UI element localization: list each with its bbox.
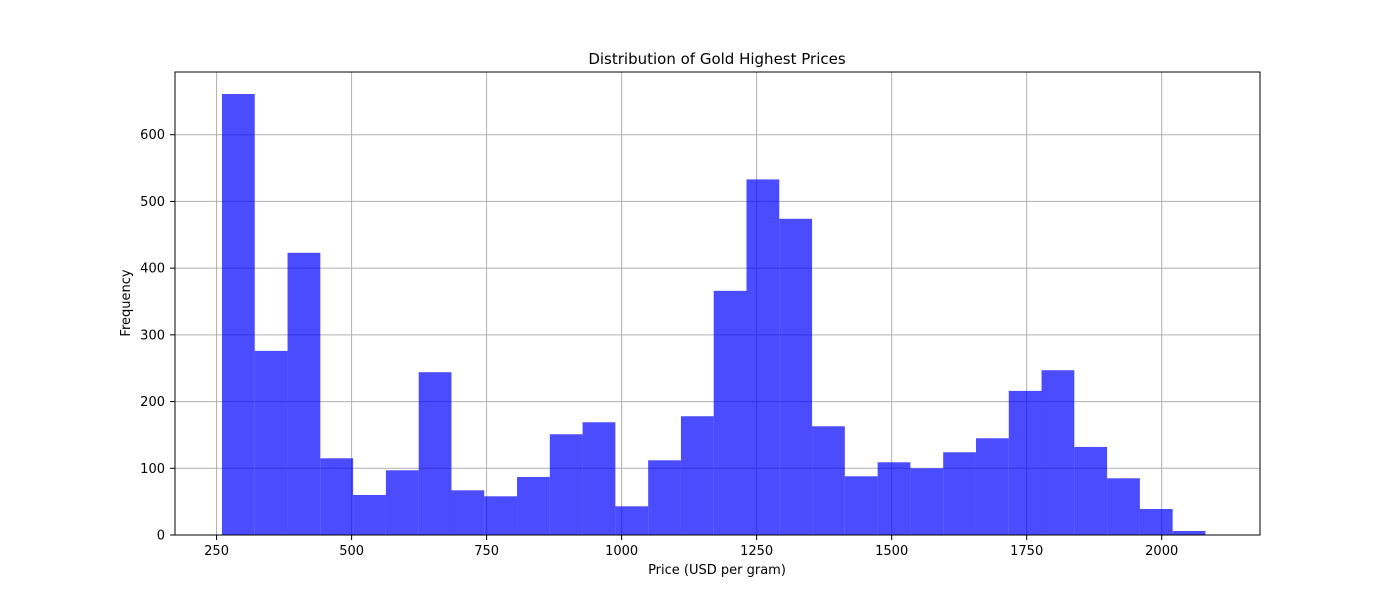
- histogram-bar: [877, 462, 911, 535]
- histogram-bar: [418, 372, 452, 535]
- histogram-bar: [320, 458, 354, 535]
- y-tick-label: 500: [140, 195, 165, 210]
- x-tick-label: 1500: [875, 544, 908, 559]
- y-axis-ticks: 0 100 200 300 400 500 600: [140, 128, 175, 544]
- histogram-bar: [451, 490, 485, 535]
- histogram-bar: [1107, 478, 1140, 535]
- x-tick-label: 1250: [740, 544, 773, 559]
- histogram-bar: [1074, 446, 1108, 535]
- histogram-bar: [615, 506, 649, 535]
- histogram-bar: [975, 438, 1009, 535]
- plot-frame: [174, 71, 1261, 536]
- histogram-bar: [680, 416, 714, 535]
- y-tick-label: 0: [157, 529, 165, 544]
- bars-layer: [221, 94, 1206, 536]
- y-tick-label: 600: [140, 128, 165, 143]
- histogram-bar: [844, 476, 878, 535]
- histogram-bar: [910, 468, 944, 535]
- x-tick-label: 750: [474, 544, 499, 559]
- histogram-bar: [1008, 390, 1042, 535]
- x-tick-label: 2000: [1145, 544, 1178, 559]
- histogram-bar: [287, 252, 321, 536]
- x-tick-label: 1000: [605, 544, 638, 559]
- y-tick-label: 200: [140, 395, 165, 410]
- y-tick-label: 300: [140, 328, 165, 343]
- x-tick-label: 1750: [1010, 544, 1043, 559]
- histogram-bar: [943, 452, 976, 535]
- histogram-bar: [779, 218, 813, 535]
- histogram-bar: [1041, 370, 1075, 535]
- histogram-bar: [221, 94, 255, 535]
- histogram-bar: [648, 460, 681, 535]
- x-tick-label: 500: [339, 544, 364, 559]
- histogram-bar: [517, 476, 550, 535]
- x-tick-label: 250: [204, 544, 229, 559]
- histogram-bar: [549, 434, 583, 535]
- y-axis-label: Frequency: [119, 269, 134, 336]
- histogram-bar: [385, 470, 419, 535]
- histogram-bar: [254, 350, 288, 535]
- chart-title: Distribution of Gold Highest Prices: [588, 50, 846, 68]
- histogram-bar: [1172, 530, 1206, 535]
- histogram-bar: [1139, 508, 1173, 535]
- y-tick-label: 100: [140, 462, 165, 477]
- y-tick-label: 400: [140, 262, 165, 277]
- x-axis-label: Price (USD per gram): [648, 563, 786, 578]
- histogram-bar: [484, 496, 518, 535]
- histogram-bar: [353, 494, 386, 535]
- histogram-bar: [713, 290, 747, 535]
- histogram-bar: [746, 179, 780, 536]
- x-axis-ticks: 250 500 750 1000 1250 1500 1750 2000: [204, 535, 1178, 559]
- histogram-bar: [582, 422, 616, 535]
- histogram-bar: [812, 426, 845, 535]
